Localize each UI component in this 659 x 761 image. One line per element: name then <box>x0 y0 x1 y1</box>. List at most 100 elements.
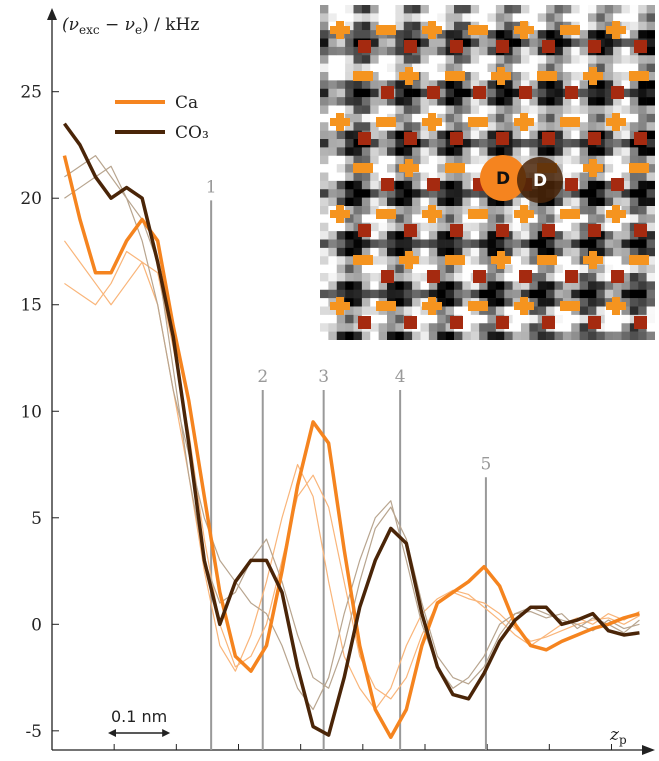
inset-pixel <box>445 113 455 123</box>
inset-ion <box>468 25 488 35</box>
inset-pixel <box>445 46 455 56</box>
inset-pixel <box>554 21 564 31</box>
inset-pixel <box>320 88 329 98</box>
inset-ion <box>468 301 488 311</box>
inset-pixel <box>437 314 446 324</box>
inset-pixel <box>546 206 555 215</box>
inset-pixel <box>387 281 396 291</box>
inset-pixel <box>395 46 405 56</box>
inset-pixel <box>462 323 472 332</box>
inset-pixel <box>395 180 405 190</box>
inset-pixel <box>462 113 472 123</box>
inset-pixel <box>420 323 430 332</box>
inset-pixel <box>588 122 597 131</box>
inset-pixel <box>395 5 405 14</box>
inset-pixel <box>479 80 488 90</box>
inset-pixel <box>345 189 354 198</box>
inset-pixel <box>621 139 631 148</box>
inset-pixel <box>428 55 438 64</box>
inset-pixel <box>437 46 446 56</box>
inset-pixel <box>361 331 371 340</box>
inset-pixel <box>638 306 647 316</box>
inset-pixel <box>554 231 564 240</box>
inset-pixel <box>462 214 472 224</box>
inset-pixel <box>345 239 354 249</box>
inset-pixel <box>336 331 346 340</box>
inset-pixel <box>412 264 421 274</box>
inset-pixel <box>378 189 388 198</box>
inset-pixel <box>546 88 555 98</box>
inset-pixel <box>345 172 354 182</box>
inset-pixel <box>353 289 363 299</box>
inset-pixel <box>621 331 631 340</box>
inset-pixel <box>537 214 547 224</box>
inset-pixel <box>320 21 329 31</box>
inset-pixel <box>638 206 647 215</box>
inset-pixel <box>562 289 572 299</box>
inset-pixel <box>487 247 497 257</box>
inset-pixel <box>395 197 405 207</box>
inset-pixel <box>596 147 606 157</box>
inset-pixel <box>512 55 522 64</box>
inset-pixel <box>345 72 354 81</box>
inset-pixel <box>412 172 421 182</box>
inset-pixel <box>336 239 346 249</box>
inset-pixel <box>345 231 354 240</box>
inset-pixel <box>462 197 472 207</box>
inset-pixel <box>596 281 606 291</box>
inset-pixel <box>646 55 655 64</box>
inset-pixel <box>638 97 647 106</box>
inset-pixel <box>495 306 505 316</box>
inset-pixel <box>487 147 497 157</box>
inset-pixel <box>445 13 455 23</box>
inset-pixel <box>621 46 631 56</box>
inset-pixel <box>387 38 396 48</box>
inset-pixel <box>395 273 405 282</box>
inset-pixel <box>579 13 589 23</box>
inset-pixel <box>562 247 572 257</box>
inset-pixel <box>454 21 463 31</box>
inset-pixel <box>420 63 430 73</box>
inset-pixel <box>604 273 614 282</box>
inset-pixel <box>336 264 346 274</box>
inset-pixel <box>579 80 589 90</box>
inset-pixel <box>328 5 338 14</box>
inset-pixel <box>361 298 371 307</box>
inset-anion <box>473 86 486 99</box>
inset-pixel <box>562 189 572 198</box>
background-line <box>63 240 640 700</box>
inset-pixel <box>328 97 338 106</box>
inset-pixel <box>420 80 430 90</box>
inset-pixel <box>320 214 329 224</box>
inset-pixel <box>646 256 655 265</box>
inset-pixel <box>328 214 338 224</box>
inset-pixel <box>479 105 488 115</box>
inset-pixel <box>479 130 488 140</box>
inset-anion <box>565 86 578 99</box>
inset-pixel <box>554 289 564 299</box>
inset-pixel <box>378 5 388 14</box>
inset-pixel <box>613 105 622 115</box>
inset-pixel <box>579 214 589 224</box>
inset-pixel <box>454 197 463 207</box>
inset-pixel <box>562 264 572 274</box>
inset-pixel <box>629 298 639 307</box>
inset-pixel <box>428 97 438 106</box>
inset-ion <box>399 256 419 264</box>
inset-pixel <box>529 105 539 115</box>
y-tick-label: 25 <box>20 83 42 103</box>
inset-pixel <box>487 21 497 31</box>
inset-pixel <box>387 331 396 340</box>
inset-pixel <box>504 206 513 215</box>
inset-pixel <box>395 130 405 140</box>
inset-pixel <box>562 164 572 173</box>
inset-pixel <box>320 331 329 340</box>
inset-pixel <box>336 130 346 140</box>
inset-pixel <box>412 13 421 23</box>
inset-pixel <box>479 247 488 257</box>
inset-pixel <box>629 281 639 291</box>
inset-pixel <box>370 306 379 316</box>
inset-pixel <box>571 289 580 299</box>
inset-pixel <box>504 105 513 115</box>
inset-pixel <box>370 231 379 240</box>
